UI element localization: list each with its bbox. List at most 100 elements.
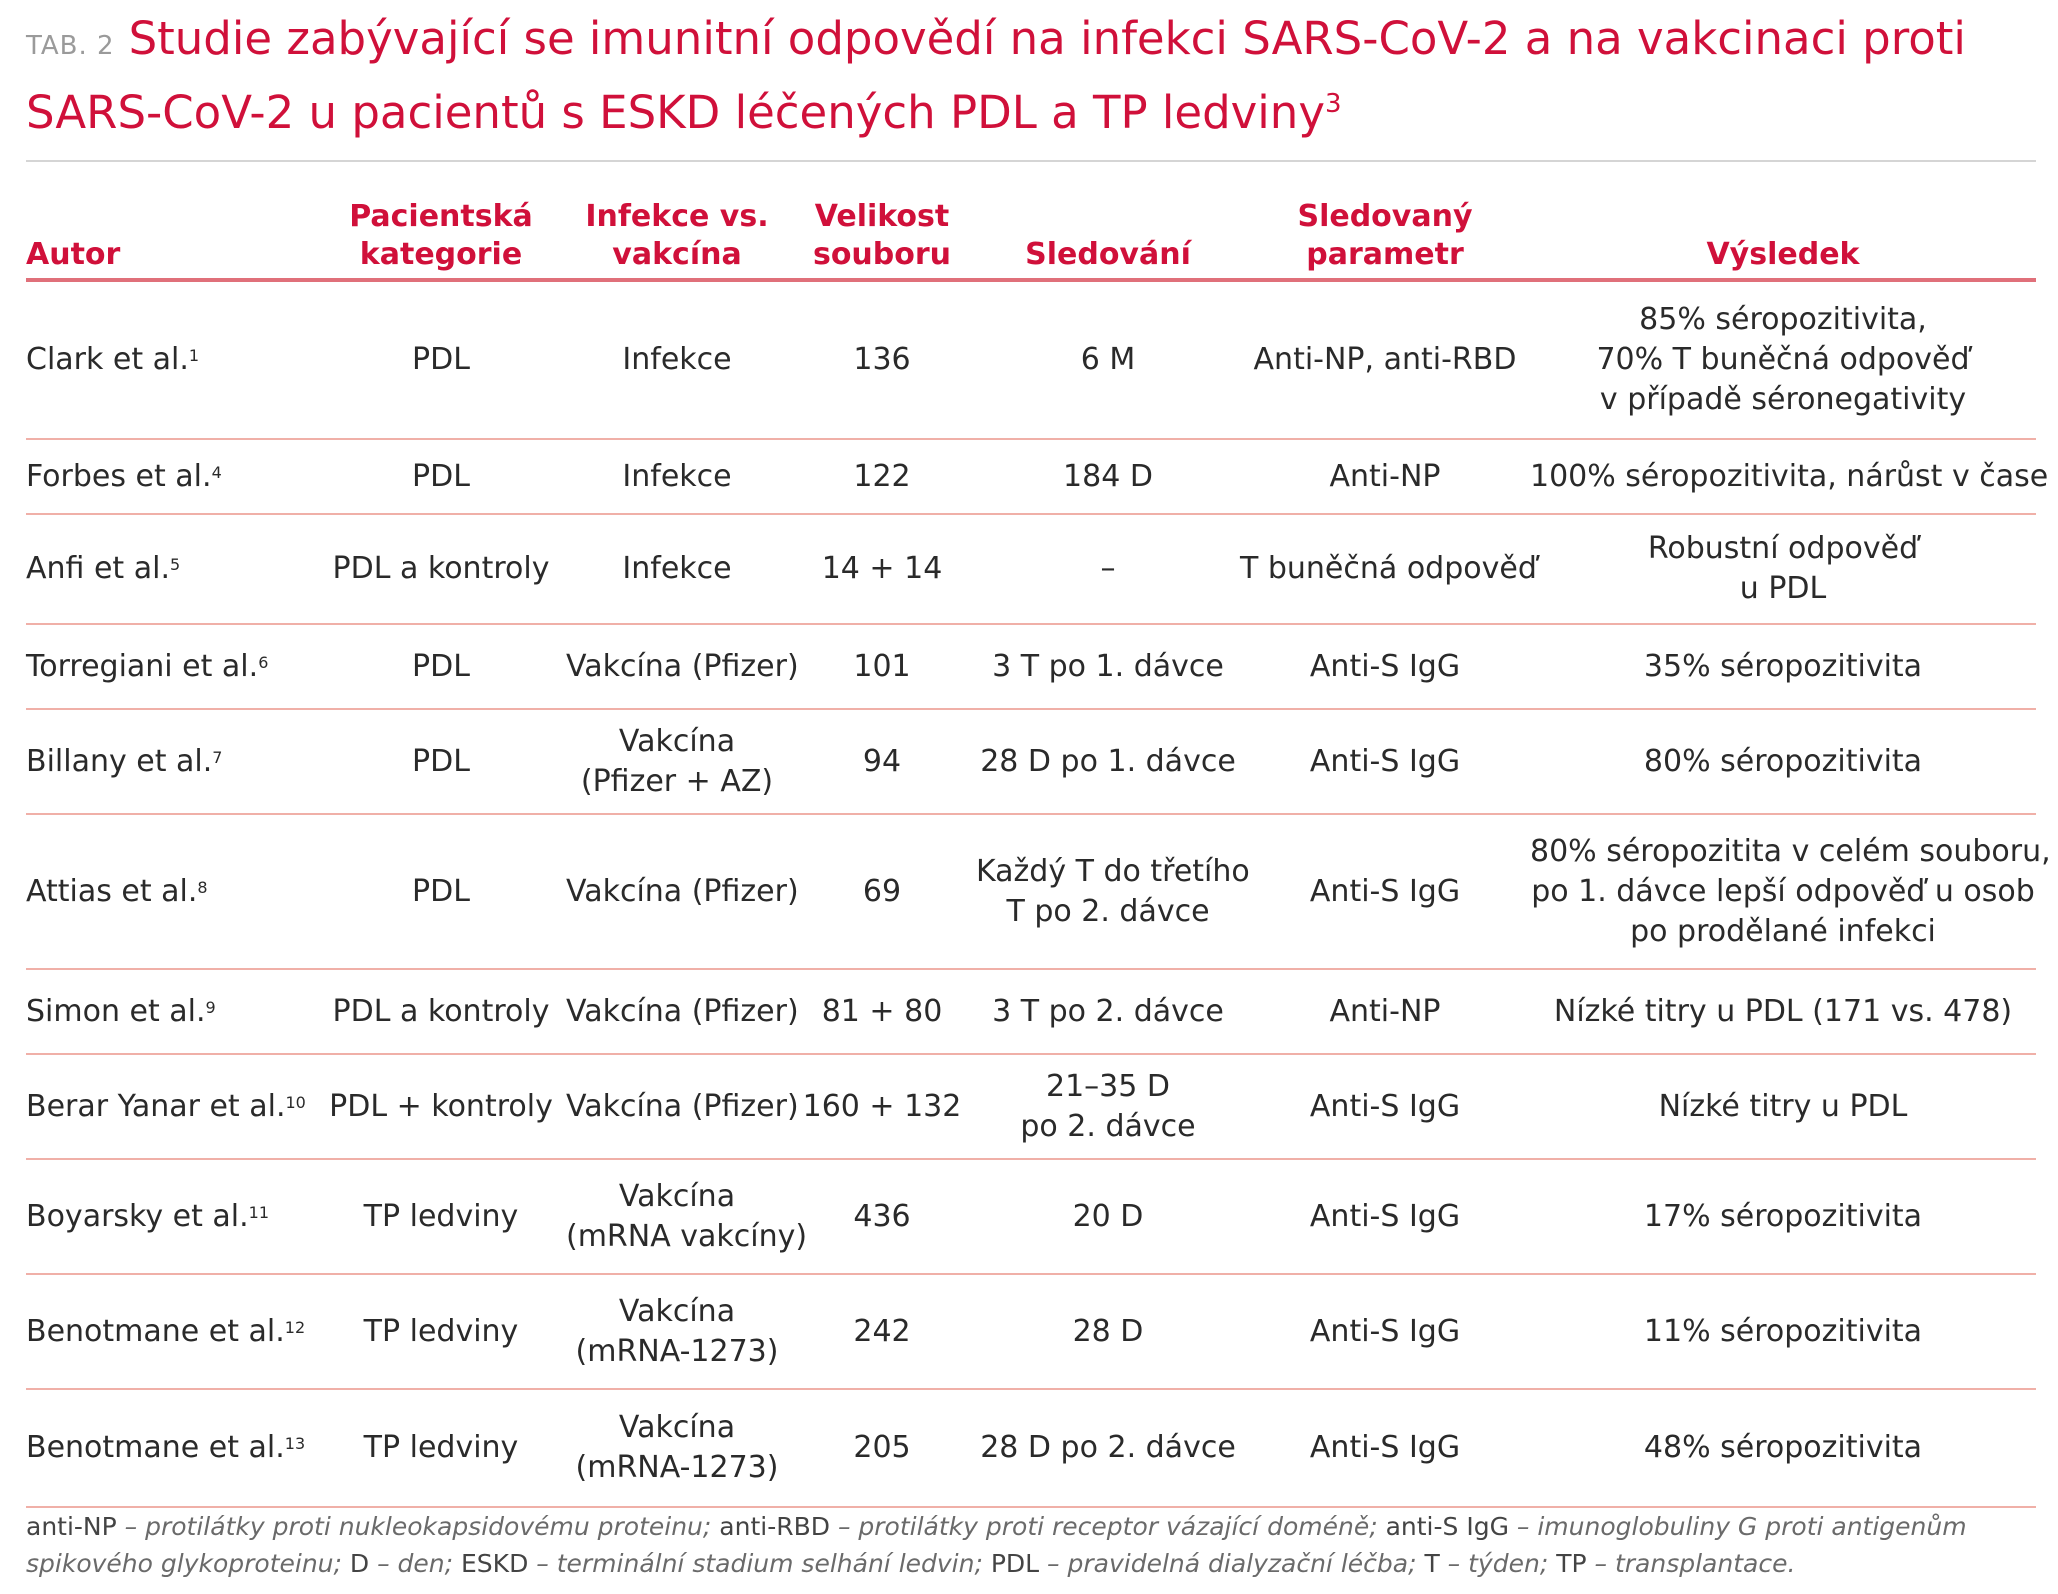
cell-infekce: Vakcína (Pfizer) <box>566 992 799 1032</box>
cell-vysledek-line: po prodělané infekci <box>1630 913 1936 949</box>
footnote-definition: – imunoglobuliny G proti antigenům spiko… <box>26 1512 1967 1578</box>
cell-parametr: Anti-NP <box>1329 458 1441 494</box>
cell-vysledek: 35% séropozitivita <box>1530 647 2036 687</box>
cell-parametr: Anti-NP, anti-RBD <box>1253 342 1517 377</box>
author-name: Attias et al. <box>26 873 198 909</box>
cell-parametr: Anti-S IgG <box>1309 743 1461 779</box>
author-reference: 1 <box>188 346 200 365</box>
author-name: Boyarsky et al. <box>26 1198 249 1234</box>
author-reference: 4 <box>211 462 222 482</box>
author-name: Berar Yanar et al. <box>26 1088 286 1124</box>
cell-infekce-line: Vakcína (Pfizer) <box>566 873 799 909</box>
cell-infekce: Vakcína (Pfizer) <box>566 647 799 687</box>
cell-kategorie: PDL <box>412 743 470 779</box>
cell-vysledek-line: 70% T buněčná odpověď <box>1596 342 1970 377</box>
cell-infekce: Vakcína (mRNA-1273) <box>566 1408 788 1488</box>
cell-autor: Anfi et al.5 <box>26 549 316 589</box>
cell-autor: Clark et al.1 <box>26 340 316 380</box>
cell-infekce-line: (mRNA-1273) <box>575 1333 779 1369</box>
cell-vysledek: 48% séropozitivita <box>1530 1428 2036 1468</box>
author-reference: 7 <box>212 747 223 767</box>
cell-velikost: 122 <box>853 458 911 494</box>
author-name: Anfi et al. <box>26 551 170 586</box>
footnote-term: anti-S IgG <box>1385 1512 1509 1541</box>
table-row: Clark et al.1 PDL Infekce 136 6 M Anti-NP, an… <box>26 282 2036 440</box>
cell-velikost: 205 <box>853 1430 911 1465</box>
table-row: Anfi et al.5 PDL a kontroly Infekce 14 + 14… <box>26 515 2036 625</box>
cell-parametr: Anti-S IgG <box>1309 648 1461 684</box>
cell-vysledek: 80% séropozitivita <box>1530 742 2036 782</box>
header-autor: Autor <box>26 237 121 272</box>
header-vysledek: Výsledek <box>1706 237 1860 272</box>
cell-vysledek-line: Nízké titry u PDL (171 vs. 478) <box>1553 993 2013 1029</box>
cell-autor: Boyarsky et al.11 <box>26 1197 316 1237</box>
author-reference: 10 <box>285 1092 306 1112</box>
cell-vysledek-line: 35% séropozitivita <box>1643 648 1923 684</box>
cell-autor: Torregiani et al.6 <box>26 647 316 687</box>
footnote-definition: – protilátky proti receptor vázající dom… <box>830 1512 1386 1541</box>
cell-infekce-line: Vakcína (Pfizer) <box>566 993 799 1029</box>
footnote-definition: – pravidelná dialyzační léčba; <box>1039 1549 1425 1578</box>
author-name: Clark et al. <box>26 342 189 377</box>
cell-parametr: Anti-S IgG <box>1309 873 1461 909</box>
author-reference: 12 <box>284 1317 306 1337</box>
cell-infekce-line: Vakcína (Pfizer) <box>566 648 799 684</box>
table-row: Benotmane et al.12 TP ledviny Vakcína (mRNA… <box>26 1275 2036 1390</box>
author-name: Benotmane et al. <box>26 1313 285 1349</box>
cell-velikost: 242 <box>853 1313 911 1349</box>
cell-sledovani-line: T po 2. dávce <box>1006 893 1210 929</box>
cell-velikost: 436 <box>853 1198 911 1234</box>
author-name: Billany et al. <box>26 743 213 779</box>
cell-vysledek-line: Robustní odpověď <box>1647 531 1919 566</box>
cell-sledovani-line: 20 D <box>1072 1198 1144 1234</box>
cell-sledovani-line: 21–35 D <box>1046 1068 1170 1104</box>
cell-sledovani-line: 184 D <box>1063 458 1153 494</box>
cell-vysledek: Nízké titry u PDL (171 vs. 478) <box>1530 992 2036 1032</box>
cell-vysledek-line: Nízké titry u PDL <box>1658 1088 1908 1124</box>
table-row: Forbes et al.4 PDL Infekce 122 184 D Anti-NP 1… <box>26 440 2048 515</box>
cell-infekce: Infekce <box>566 457 788 497</box>
cell-sledovani-line: 3 T po 2. dávce <box>992 993 1224 1029</box>
header-velikost: Velikost souboru <box>812 199 952 272</box>
cell-infekce: Vakcína (mRNA-1273) <box>566 1292 788 1372</box>
cell-parametr: T buněčná odpověď <box>1240 551 1537 586</box>
author-name: Simon et al. <box>26 993 206 1029</box>
cell-vysledek-line: v případě séronegativity <box>1599 382 1967 417</box>
table-footnote: anti-NP – protilátky proti nukleokapsido… <box>26 1508 2036 1582</box>
author-reference: 9 <box>205 997 216 1017</box>
cell-vysledek: 85% séropozitivita, 70% T buněčná odpověď… <box>1530 300 2036 420</box>
footnote-definition: – transplantace. <box>1586 1549 1796 1578</box>
cell-vysledek-line: 80% séropozitita v celém souboru, <box>1530 833 2051 869</box>
cell-vysledek-line: po 1. dávce lepší odpověď u osob <box>1531 873 2035 909</box>
cell-vysledek-line: u PDL <box>1739 571 1827 606</box>
cell-sledovani-line: po 2. dávce <box>1020 1108 1196 1144</box>
cell-vysledek: 80% séropozitita v celém souboru, po 1. d… <box>1530 832 2051 952</box>
author-reference: 13 <box>284 1434 306 1453</box>
table-row: Boyarsky et al.11 TP ledviny Vakcína (mRNA … <box>26 1160 2036 1275</box>
cell-vysledek: 100% séropozitivita, nárůst v čase <box>1530 457 2048 497</box>
cell-velikost: 101 <box>853 648 911 684</box>
header-parametr: Sledovaný parametr <box>1297 199 1473 272</box>
header-infekce: Infekce vs. vakcína <box>585 199 769 272</box>
table-label: TAB. 2 <box>26 31 115 61</box>
cell-autor: Simon et al.9 <box>26 992 316 1032</box>
cell-sledovani: 28 D po 1. dávce <box>976 742 1240 782</box>
cell-sledovani: 20 D <box>976 1197 1240 1237</box>
cell-vysledek-line: 11% séropozitivita <box>1643 1313 1923 1349</box>
table-row: Billany et al.7 PDL Vakcína (Pfizer + AZ) 94… <box>26 710 2036 815</box>
cell-autor: Berar Yanar et al.10 <box>26 1087 316 1127</box>
cell-vysledek: 11% séropozitivita <box>1530 1312 2036 1352</box>
footnote-term: TP <box>1556 1549 1587 1578</box>
cell-infekce: Vakcína (Pfizer) <box>566 872 799 912</box>
author-name: Torregiani et al. <box>26 648 259 684</box>
footnote-term: PDL <box>990 1549 1040 1578</box>
header-kategorie: Pacientská kategorie <box>349 199 533 272</box>
footnote-definition: – týden; <box>1439 1549 1557 1578</box>
cell-sledovani: 184 D <box>976 457 1240 497</box>
table-row: Attias et al.8 PDL Vakcína (Pfizer) 69 Každý… <box>26 815 2051 970</box>
cell-autor: Forbes et al.4 <box>26 457 316 497</box>
cell-velikost: 136 <box>853 342 911 377</box>
cell-kategorie: TP ledviny <box>363 1313 519 1349</box>
cell-infekce-line: Vakcína (Pfizer) <box>566 1088 799 1124</box>
cell-infekce-line: Vakcína <box>618 1293 736 1329</box>
